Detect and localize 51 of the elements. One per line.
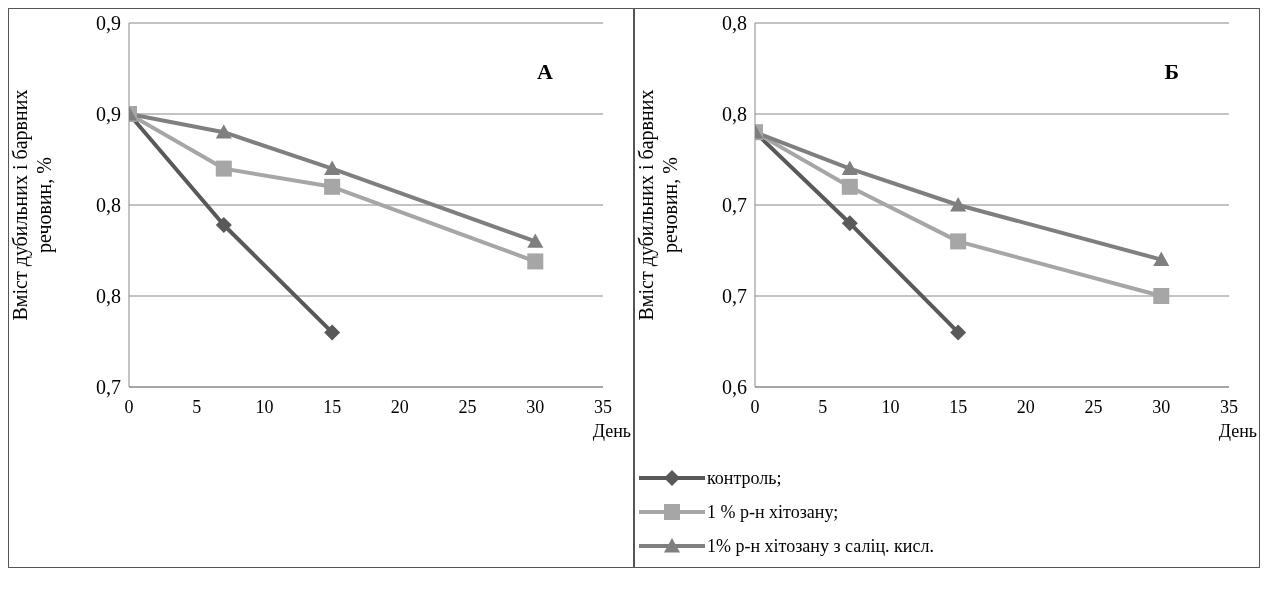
x-axis-title: День [592,421,631,441]
point [950,233,967,250]
y-tick-label: 0,8 [722,12,747,35]
point [1153,251,1170,266]
y-axis-title: Вміст дубильних і барвних речовин, % [9,89,56,321]
y-tick-label: 0,8 [722,103,747,126]
x-tick-label: 20 [390,397,409,417]
annotation: Б [1164,59,1179,85]
y-tick-label: 0,7 [722,194,747,217]
legend-label: 1 % р-н хітозану; [707,501,839,523]
y-tick-label: 0,7 [96,376,121,399]
x-tick-label: 0 [750,397,760,417]
point [527,253,544,270]
x-tick-label: 20 [1016,397,1035,417]
point [324,160,341,175]
x-tick-label: 30 [1152,397,1171,417]
point [215,160,232,177]
y-tick-label: 0,6 [722,376,747,399]
x-tick-label: 35 [594,397,612,417]
y-tick-label: 0,8 [96,194,121,217]
point [324,324,341,341]
x-tick-label: 35 [1220,397,1238,417]
point [841,160,858,175]
point [215,217,232,234]
y-tick-label: 0,8 [96,285,121,308]
y-tick-label: 0,9 [96,103,121,126]
y-axis-title: Вміст дубильних і барвних речовин, % [635,89,682,321]
point [950,197,967,212]
x-tick-label: 10 [881,397,900,417]
x-tick-label: 30 [526,397,545,417]
point [841,178,858,195]
x-tick-label: 0 [124,397,134,417]
legend-label: контроль; [707,467,782,489]
x-tick-label: 25 [458,397,477,417]
x-tick-label: 5 [192,397,202,417]
x-tick-label: 15 [949,397,968,417]
y-tick-label: 0,7 [722,285,747,308]
x-tick-label: 5 [818,397,828,417]
point [1153,288,1170,304]
x-tick-label: 15 [323,397,342,417]
annotation: А [537,59,553,85]
point [215,124,232,139]
x-tick-label: 10 [255,397,274,417]
point [527,233,544,248]
point [950,324,967,341]
x-tick-label: 25 [1084,397,1103,417]
x-axis-title: День [1218,421,1257,441]
legend-label: 1% р-н хітозану з саліц. кисл. [707,535,934,557]
point [324,178,341,195]
point [841,215,858,232]
y-tick-label: 0,9 [96,12,121,35]
